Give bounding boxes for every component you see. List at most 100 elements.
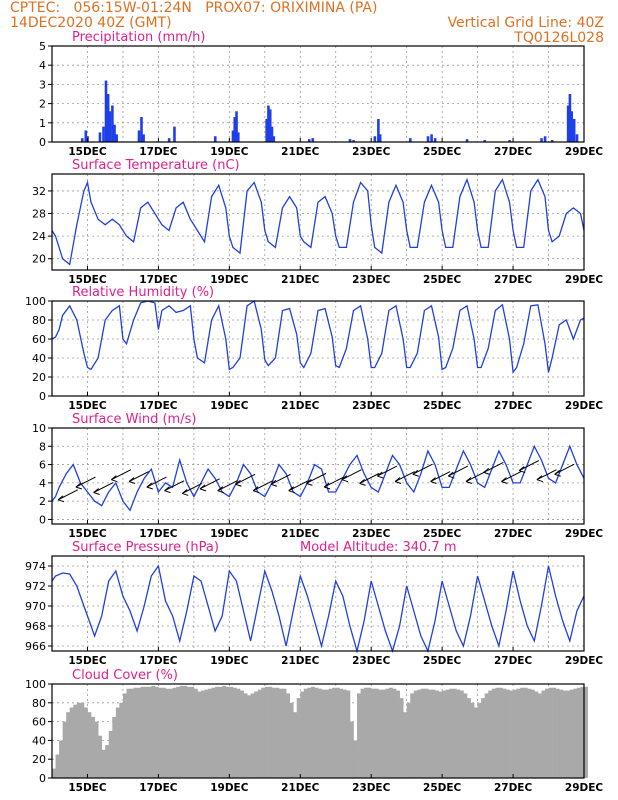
x-tick-label: 15DEC	[68, 274, 107, 286]
wind-arrow	[164, 480, 185, 492]
precip-bar	[173, 126, 176, 142]
cloud-bar	[243, 693, 248, 778]
cloud-bar	[232, 687, 237, 778]
cloud-bar	[342, 689, 347, 778]
cloud-bar	[459, 690, 464, 778]
cloud-bar	[569, 689, 574, 778]
cloud-bar	[520, 687, 525, 778]
wind-arrow	[128, 471, 149, 482]
precip-bar	[307, 139, 311, 142]
panel-cloud: 0 20 40 60 80 100 15DEC 17DEC 19DEC 21DEC 23DEC 25D…	[25, 668, 603, 794]
x-tick-label: 27DEC	[494, 528, 533, 540]
cloud-bar	[271, 687, 276, 778]
cloud-bar	[364, 687, 369, 778]
cloud-bar	[144, 686, 149, 778]
wind-arrow-head	[199, 484, 207, 492]
cloud-bar	[427, 689, 432, 778]
x-tick-label: 29DEC	[565, 782, 604, 794]
panel-frame	[51, 300, 585, 397]
panel-title: Precipitation (mm/h)	[72, 30, 205, 45]
x-tick-label: 25DEC	[423, 782, 462, 794]
x-tick-label: 17DEC	[139, 655, 178, 667]
cloud-bar	[491, 688, 496, 778]
panel-title: Cloud Cover (%)	[72, 668, 178, 683]
panel-rh: 0 20 40 60 80 100 15DEC 17DEC 19DEC 21DEC 23DEC 25D…	[25, 285, 603, 412]
y-tick-label: 20	[32, 371, 46, 384]
wind-arrow	[75, 476, 96, 488]
y-tick-label: 966	[25, 640, 46, 653]
panel-title: Surface Pressure (hPa)	[72, 540, 219, 555]
wind-arrow	[270, 473, 291, 485]
y-tick-label: 8	[39, 440, 46, 453]
x-tick-label: 17DEC	[139, 400, 178, 412]
x-tick-label: 23DEC	[352, 146, 391, 158]
cloud-bar	[371, 688, 376, 778]
wind-arrow	[57, 489, 78, 501]
cloud-bar	[179, 685, 184, 778]
precip-bar	[378, 134, 382, 142]
precip-bar	[483, 140, 487, 142]
cloud-bar	[360, 688, 365, 778]
x-tick-label: 19DEC	[210, 274, 249, 286]
wind-arrow	[323, 476, 344, 488]
precip-bar	[373, 136, 377, 142]
cloud-bar	[466, 698, 471, 778]
cloud-bar	[204, 689, 209, 778]
x-tick-label: 23DEC	[352, 274, 391, 286]
cloud-bar	[193, 688, 198, 778]
y-tick-label: 60	[32, 333, 46, 346]
precip-bar	[80, 138, 84, 142]
wind-arrow	[501, 471, 522, 482]
cloud-bar	[566, 690, 571, 778]
cloud-bar	[239, 690, 244, 778]
cloud-bar	[318, 688, 322, 778]
cloud-bar	[481, 698, 486, 778]
cloud-bar	[73, 704, 78, 778]
wind-arrow	[554, 463, 575, 475]
x-tick-label: 29DEC	[565, 400, 604, 412]
y-tick-label: 4	[39, 477, 46, 490]
precip-bar	[433, 138, 437, 142]
precip-bar	[113, 124, 116, 142]
cloud-bar	[332, 687, 337, 778]
x-tick-label: 21DEC	[281, 655, 320, 667]
x-tick-label: 23DEC	[352, 782, 391, 794]
cloud-bar	[218, 686, 223, 778]
panel-subtitle: Model Altitude: 340.7 m	[300, 540, 457, 555]
cloud-bar	[321, 689, 326, 778]
x-tick-label: 21DEC	[281, 528, 320, 540]
y-tick-label: 100	[25, 678, 46, 691]
y-tick-label: 0	[39, 772, 46, 785]
cloud-bar	[289, 702, 294, 778]
cloud-bar	[310, 686, 315, 778]
header-station: CPTEC: 056:15W-01:24N PROX07: ORIXIMINA …	[10, 0, 378, 16]
x-tick-label: 21DEC	[281, 274, 320, 286]
cloud-bar	[353, 740, 358, 778]
y-tick-label: 40	[32, 734, 46, 747]
y-tick-label: 80	[32, 314, 46, 327]
header-datetime: 14DEC2020 40Z (GMT)	[10, 15, 172, 31]
precip-bar	[213, 136, 217, 142]
y-tick-label: 100	[25, 295, 46, 308]
cloud-bar	[452, 688, 457, 778]
wind-arrow-head	[128, 477, 136, 485]
precip-bar	[140, 117, 143, 142]
cloud-bar	[555, 688, 560, 778]
precip-bar	[270, 126, 274, 142]
wind-arrow-head	[465, 477, 473, 485]
y-tick-label: 0	[39, 136, 46, 149]
cloud-bar	[552, 687, 557, 778]
precip-bar	[108, 111, 112, 142]
x-tick-label: 29DEC	[565, 274, 604, 286]
cloud-bar	[211, 687, 216, 778]
y-tick-label: 3	[39, 78, 46, 91]
precip-bar	[84, 130, 88, 142]
cloud-bar	[562, 690, 567, 778]
cloud-bar	[133, 687, 138, 778]
y-tick-label: 970	[25, 600, 46, 613]
cloud-bar	[349, 721, 354, 778]
series-line-pres	[51, 564, 585, 654]
wind-arrow	[465, 471, 486, 482]
y-tick-label: 28	[32, 208, 46, 221]
